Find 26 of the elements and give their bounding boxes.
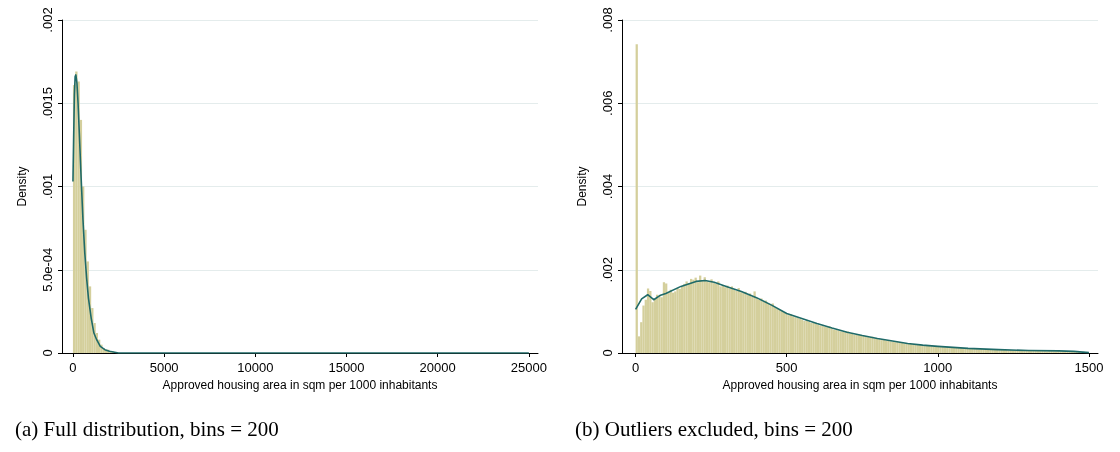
x-tick-label: 25000 xyxy=(510,360,547,375)
x-tick-label: 0 xyxy=(69,360,77,375)
y-tick-label: .0015 xyxy=(40,86,55,120)
y-tick-label: .001 xyxy=(40,173,55,200)
y-axis-title: Density xyxy=(15,166,29,207)
x-tick-label: 1500 xyxy=(1074,360,1104,375)
text: (b) Outliers excluded, bins = 200 xyxy=(575,416,853,441)
x-tick-label: 5000 xyxy=(149,360,179,375)
y-tick-label: 0 xyxy=(600,349,615,357)
y-tick-label: .008 xyxy=(600,7,615,33)
y-tick-label: .002 xyxy=(40,7,55,33)
y-tick-label: .004 xyxy=(600,173,615,200)
x-tick-label: 500 xyxy=(775,360,798,375)
x-tick-label: 20000 xyxy=(419,360,456,375)
y-tick-label: 5.0e-04 xyxy=(40,247,55,292)
x-tick-label: 1000 xyxy=(923,360,953,375)
y-tick-label: 0 xyxy=(40,349,55,357)
x-tick-label: 10000 xyxy=(237,360,274,375)
y-axis-title: Density xyxy=(575,166,589,207)
x-tick-label: 0 xyxy=(631,360,640,375)
x-axis-title: Approved housing area in sqm per 1000 inhabitants xyxy=(722,377,998,392)
text: (a) Full distribution, bins = 200 xyxy=(15,416,279,441)
y-tick-label: .006 xyxy=(600,90,615,116)
y-tick-label: .002 xyxy=(600,257,615,283)
x-axis-title: Approved housing area in sqm per 1000 inhabitants xyxy=(162,377,438,392)
x-tick-label: 15000 xyxy=(328,360,365,375)
